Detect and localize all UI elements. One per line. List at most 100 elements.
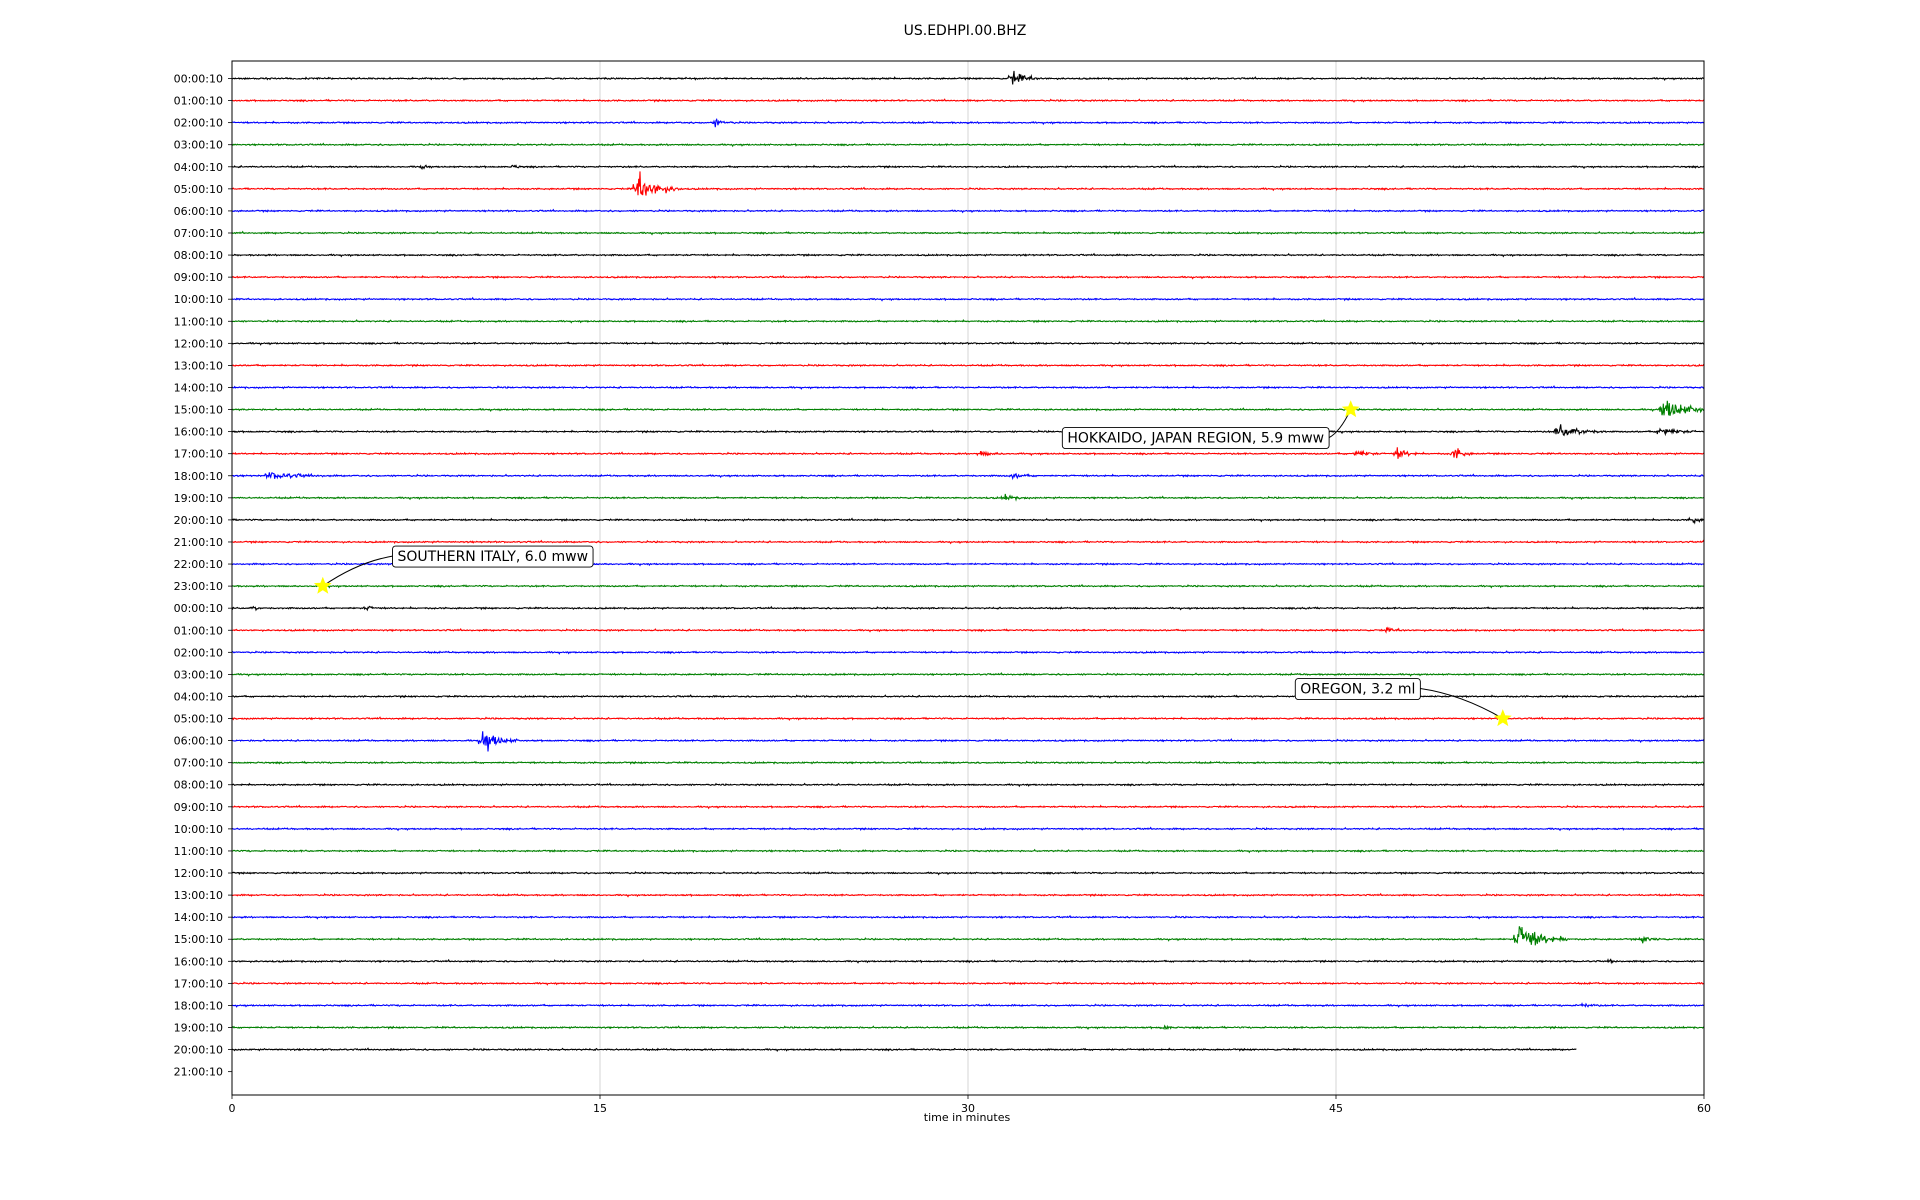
y-tick-label: 04:00:10	[174, 690, 223, 703]
trace-row-15	[231, 400, 1705, 416]
y-tick-label: 22:00:10	[174, 558, 223, 571]
trace-row-13	[232, 363, 1705, 368]
trace-row-33	[231, 804, 1705, 810]
event-annotation: SOUTHERN ITALY, 6.0 mww	[313, 545, 594, 594]
trace-row-3	[231, 142, 1705, 148]
y-tick-label: 09:00:10	[174, 801, 223, 814]
y-tick-label: 13:00:10	[174, 359, 223, 372]
y-tick-label: 17:00:10	[174, 448, 223, 461]
seismic-traces	[231, 70, 1705, 1052]
y-tick-label: 23:00:10	[174, 580, 223, 593]
y-tick-label: 19:00:10	[174, 1022, 223, 1035]
x-axis-label: time in minutes	[924, 1111, 1011, 1124]
y-tick-label: 21:00:10	[174, 1066, 223, 1079]
trace-row-37	[232, 892, 1705, 898]
trace-row-12	[231, 341, 1704, 346]
chart-title: US.EDHPI.00.BHZ	[904, 23, 1027, 39]
y-tick-label: 15:00:10	[174, 404, 223, 417]
y-tick-label: 06:00:10	[174, 205, 223, 218]
trace-row-9	[231, 274, 1705, 280]
x-tick-label: 30	[961, 1102, 975, 1115]
y-tick-label: 18:00:10	[174, 470, 223, 483]
trace-row-21	[231, 539, 1705, 545]
y-tick-label: 07:00:10	[174, 227, 223, 240]
trace-row-35	[232, 848, 1705, 854]
y-tick-label: 06:00:10	[174, 735, 223, 748]
event-annotation: HOKKAIDO, JAPAN REGION, 5.9 mww	[1061, 400, 1360, 449]
y-tick-label: 09:00:10	[174, 271, 223, 284]
y-tick-label: 10:00:10	[174, 293, 223, 306]
y-tick-label: 18:00:10	[174, 999, 223, 1012]
event-annotation: OREGON, 3.2 ml	[1294, 678, 1512, 727]
x-tick-label: 15	[593, 1102, 607, 1115]
trace-row-24	[231, 605, 1705, 612]
annotation-connector	[1420, 688, 1504, 719]
trace-row-32	[231, 782, 1705, 788]
trace-row-28	[231, 694, 1705, 699]
trace-row-2	[231, 118, 1705, 128]
x-tick-label: 45	[1329, 1102, 1343, 1115]
y-tick-label: 08:00:10	[174, 249, 223, 262]
y-tick-label: 00:00:10	[174, 602, 223, 615]
y-tick-label: 11:00:10	[174, 315, 223, 328]
y-tick-label: 11:00:10	[174, 845, 223, 858]
annotation-label: HOKKAIDO, JAPAN REGION, 5.9 mww	[1067, 431, 1324, 447]
trace-row-10	[231, 296, 1705, 302]
trace-row-25	[231, 626, 1705, 634]
trace-row-11	[231, 319, 1705, 324]
event-annotations: HOKKAIDO, JAPAN REGION, 5.9 mww SOUTHERN …	[313, 400, 1512, 727]
trace-row-31	[231, 760, 1704, 766]
y-tick-label: 02:00:10	[174, 117, 223, 130]
y-tick-label: 10:00:10	[174, 823, 223, 836]
annotation-box	[1294, 678, 1421, 700]
annotation-label: OREGON, 3.2 ml	[1300, 682, 1415, 698]
x-tick-label: 0	[229, 1102, 236, 1115]
y-tick-label: 00:00:10	[174, 73, 223, 86]
x-tick-labels: 0 15 30 45 60	[229, 1095, 1711, 1115]
trace-row-4	[231, 164, 1705, 170]
event-star	[1493, 709, 1512, 727]
y-tick-label: 15:00:10	[174, 933, 223, 946]
trace-row-18	[231, 472, 1704, 481]
y-tick-label: 01:00:10	[174, 624, 223, 637]
y-tick-label: 17:00:10	[174, 977, 223, 990]
y-tick-label: 03:00:10	[174, 139, 223, 152]
trace-row-1	[231, 98, 1705, 103]
trace-row-30	[231, 731, 1705, 752]
y-tick-label: 05:00:10	[174, 713, 223, 726]
trace-row-20	[231, 516, 1705, 525]
trace-row-34	[231, 826, 1705, 832]
trace-row-26	[231, 650, 1705, 655]
trace-row-27	[231, 671, 1705, 677]
trace-row-40	[231, 958, 1705, 965]
y-tick-label: 01:00:10	[174, 95, 223, 108]
annotation-box	[1061, 427, 1330, 449]
trace-row-43	[231, 1024, 1705, 1030]
trace-row-19	[231, 493, 1705, 502]
trace-row-14	[231, 385, 1705, 390]
trace-row-0	[231, 70, 1704, 85]
trace-row-42	[231, 1002, 1705, 1008]
trace-row-29	[232, 716, 1705, 722]
trace-row-39	[232, 926, 1705, 946]
y-tick-label: 16:00:10	[174, 955, 223, 968]
trace-row-36	[231, 870, 1705, 876]
trace-row-7	[231, 230, 1705, 236]
y-tick-label: 20:00:10	[174, 514, 223, 527]
y-tick-label: 04:00:10	[174, 161, 223, 174]
trace-row-17	[231, 447, 1705, 459]
x-tick-label: 60	[1697, 1102, 1711, 1115]
y-tick-label: 21:00:10	[174, 536, 223, 549]
trace-row-38	[231, 914, 1705, 920]
y-tick-label: 14:00:10	[174, 381, 223, 394]
y-tick-label: 12:00:10	[174, 867, 223, 880]
trace-row-8	[232, 252, 1705, 258]
y-tick-label: 13:00:10	[174, 889, 223, 902]
y-tick-label: 20:00:10	[174, 1044, 223, 1057]
y-tick-label: 08:00:10	[174, 779, 223, 792]
y-tick-label: 19:00:10	[174, 492, 223, 505]
event-star	[1341, 400, 1360, 418]
trace-row-44	[231, 1047, 1577, 1052]
annotation-box	[392, 545, 594, 568]
